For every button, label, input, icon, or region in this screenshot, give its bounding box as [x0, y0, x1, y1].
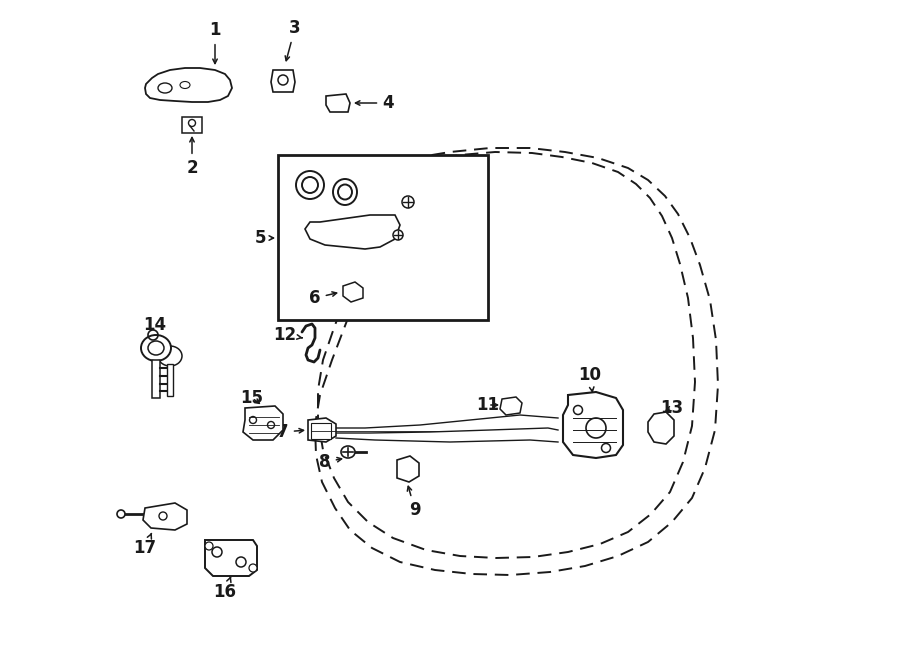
Ellipse shape: [573, 405, 582, 414]
Ellipse shape: [302, 177, 318, 193]
Ellipse shape: [188, 120, 195, 126]
Text: 12: 12: [274, 326, 302, 344]
Bar: [311, 423, 331, 439]
Ellipse shape: [333, 179, 357, 205]
Polygon shape: [305, 215, 400, 249]
Ellipse shape: [249, 564, 257, 572]
Polygon shape: [500, 397, 522, 415]
Text: 15: 15: [240, 389, 264, 407]
Text: 11: 11: [476, 396, 500, 414]
Polygon shape: [648, 412, 674, 444]
Ellipse shape: [158, 83, 172, 93]
Ellipse shape: [158, 346, 182, 366]
Text: 16: 16: [213, 577, 237, 601]
Ellipse shape: [141, 335, 171, 361]
Ellipse shape: [212, 547, 222, 557]
Ellipse shape: [117, 510, 125, 518]
Ellipse shape: [205, 542, 213, 550]
Polygon shape: [243, 406, 283, 440]
Polygon shape: [167, 364, 173, 396]
Polygon shape: [397, 456, 419, 482]
Ellipse shape: [338, 184, 352, 200]
Ellipse shape: [148, 341, 164, 355]
Text: 6: 6: [310, 289, 337, 307]
Ellipse shape: [393, 230, 403, 240]
Polygon shape: [182, 117, 202, 133]
Text: 2: 2: [186, 137, 198, 177]
Ellipse shape: [180, 81, 190, 89]
Text: 9: 9: [408, 486, 421, 519]
Polygon shape: [143, 503, 187, 530]
Polygon shape: [308, 418, 336, 442]
Polygon shape: [205, 540, 257, 576]
Bar: [278, 155, 488, 320]
Ellipse shape: [159, 512, 167, 520]
Polygon shape: [563, 392, 623, 458]
Text: 1: 1: [209, 21, 220, 63]
Text: 7: 7: [277, 423, 303, 441]
Ellipse shape: [601, 444, 610, 453]
Polygon shape: [343, 282, 363, 302]
Polygon shape: [326, 94, 350, 112]
Text: 13: 13: [661, 399, 684, 417]
Text: 3: 3: [285, 19, 301, 61]
Ellipse shape: [249, 416, 256, 424]
Ellipse shape: [341, 446, 355, 458]
Ellipse shape: [267, 422, 274, 428]
Ellipse shape: [236, 557, 246, 567]
Polygon shape: [271, 70, 295, 92]
Text: 5: 5: [254, 229, 274, 247]
Ellipse shape: [296, 171, 324, 199]
Polygon shape: [152, 360, 160, 398]
Text: 14: 14: [143, 316, 166, 346]
Polygon shape: [145, 68, 232, 102]
Ellipse shape: [402, 196, 414, 208]
Text: 4: 4: [356, 94, 394, 112]
Text: 8: 8: [320, 453, 342, 471]
Text: 17: 17: [133, 533, 157, 557]
Ellipse shape: [278, 75, 288, 85]
Text: 10: 10: [579, 366, 601, 391]
